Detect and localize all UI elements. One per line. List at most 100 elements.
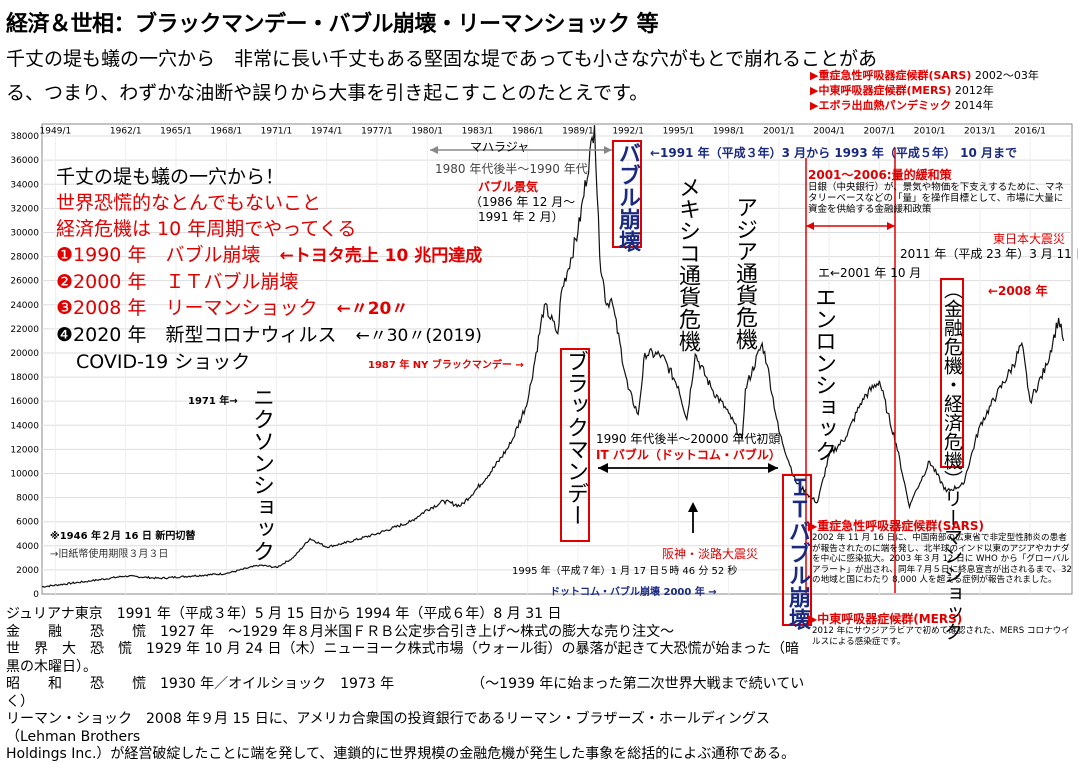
y-tick-label: 28000 bbox=[10, 253, 39, 263]
x-tick-label: 2004/1 bbox=[813, 127, 845, 137]
footer-line-great-depression: 世 界 大 恐 慌 1929 年 10 月 24 日（木）ニューヨーク株式市場（… bbox=[6, 641, 799, 675]
overlay-item-2-text: 2000 年 ＩＴバブル崩壊 bbox=[73, 271, 299, 293]
qe-arrow-left bbox=[806, 222, 814, 230]
label-asia-crisis: アジア通貨危機 bbox=[732, 196, 757, 350]
x-tick-label: 1983/1 bbox=[462, 127, 494, 137]
label-it-bubble: IT バブル（ドットコム・バブル） bbox=[596, 448, 781, 462]
subtitle-line2: る、つまり、わずかな油断や誤りから大事を引き起こすことのたとえです。 bbox=[6, 82, 649, 104]
page-title: 経済＆世相：ブラックマンデー・バブル崩壊・リーマンショック 等 bbox=[6, 12, 659, 37]
y-tick-label: 18000 bbox=[10, 373, 39, 383]
nikkei-line-chart: 1949/1 1962/1 1965/1 1968/1 1971/1 1974/1 1977… bbox=[10, 123, 1073, 600]
label-mers-text: 2012 年にサウジアラビアで初めて確認された、MERS コロナウイルスによる感… bbox=[812, 626, 1070, 647]
x-tick-label: 1986/1 bbox=[512, 127, 544, 137]
label-era-1980s: 1980 年代後半〜1990 年代 bbox=[435, 162, 588, 176]
epidemic-ebola-label: ▶エボラ出血熱パンデミック bbox=[810, 99, 952, 112]
label-dotcom-collapse: ドットコム・バブル崩壊 2000 年 → bbox=[550, 587, 717, 598]
subtitle-line1: 千丈の堤も蟻の一穴から 非常に長い千丈もある堅固な堤であっても小さな穴がもとで崩… bbox=[6, 48, 877, 70]
overlay-item-4-note: ←〃30〃(2019) bbox=[355, 326, 482, 346]
overlay-item-3: ❸2008 年 リーマンショック ←〃20〃 bbox=[56, 295, 482, 322]
y-tick-label: 2000 bbox=[16, 566, 39, 576]
overlay-item-1-note: ←トヨタ売上 10 兆円達成 bbox=[279, 246, 483, 266]
plot-frame bbox=[41, 123, 1073, 595]
y-tick-label: 4000 bbox=[16, 542, 39, 552]
overlay-item-2: ❷2000 年 ＩＴバブル崩壊 bbox=[56, 269, 482, 295]
overlay-item-4-num: ❹ bbox=[56, 324, 74, 346]
overlay-covid: COVID-19 ショック bbox=[76, 351, 251, 373]
x-tick-label: 1974/1 bbox=[311, 127, 343, 137]
series-line bbox=[41, 125, 1065, 588]
overlay-line1: 千丈の堤も蟻の一穴から！ bbox=[56, 166, 285, 188]
epidemic-mers-label: ▶中東呼吸器症候群(MERS) bbox=[810, 84, 952, 97]
y-tick-label: 16000 bbox=[10, 397, 39, 407]
label-bubble-period1: （1986 年 12 月〜 bbox=[470, 195, 576, 209]
y-tick-label: 6000 bbox=[16, 518, 39, 528]
qe-arrow-right bbox=[887, 222, 895, 230]
era-arrow-left-head bbox=[430, 146, 438, 154]
footer-line-lehman: リーマン・ショック 2008 年９月 15 日に、アメリカ合衆国の投資銀行である… bbox=[6, 711, 770, 745]
label-nixon-shock: ニクソンショック bbox=[249, 386, 274, 562]
x-tick-label: 1977/1 bbox=[361, 127, 393, 137]
y-tick-label: 36000 bbox=[10, 156, 39, 166]
epidemic-ebola-year: 2014年 bbox=[954, 99, 994, 112]
it-arrow-right bbox=[768, 463, 778, 473]
y-tick-label: 24000 bbox=[10, 301, 39, 311]
epidemic-sars-label: ▶重症急性呼吸器症候群(SARS) bbox=[810, 69, 972, 82]
label-black-monday: ブラックマンデー bbox=[560, 348, 590, 542]
overlay-item-3-note: ←〃20〃 bbox=[336, 299, 409, 319]
label-mers-title: ▶中東呼吸器症候群(MERS) bbox=[808, 612, 963, 626]
x-tick-label: 1998/1 bbox=[713, 127, 745, 137]
label-sars-text: 2002 年 11 月 16 日に、中国南部の広東省で非定型性肺炎の患者が報告さ… bbox=[812, 533, 1072, 586]
label-mexico-crisis: メキシコ通貨危機 bbox=[675, 176, 700, 352]
y-tick-label: 26000 bbox=[10, 277, 39, 287]
footer-line-financial-panic: 金 融 恐 慌 1927 年 〜1929 年８月米国ＦＲＢ公定歩合引き上げ〜株式… bbox=[6, 623, 675, 640]
x-tick-label: 2010/1 bbox=[914, 127, 946, 137]
y-tick-label: 12000 bbox=[10, 445, 39, 455]
overlay-line2: 世界恐慌的なとんでもないこと bbox=[56, 192, 322, 214]
x-tick-label: 2016/1 bbox=[1014, 127, 1046, 137]
epidemic-list: ▶重症急性呼吸器症候群(SARS) 2002〜03年 ▶中東呼吸器症候群(MER… bbox=[810, 68, 1039, 113]
label-it-collapse: ＩＴバブル崩壊 bbox=[782, 474, 812, 630]
overlay-item-1-num: ❶ bbox=[56, 244, 74, 266]
epidemic-mers-year: 2012年 bbox=[954, 84, 994, 97]
x-tick-label: 1949/1 bbox=[40, 127, 72, 137]
label-qe-text: 日銀（中央銀行）が、景気や物価を下支えするために、マネタリーベースなどの「量」を… bbox=[808, 182, 1065, 216]
y-tick-label: 14000 bbox=[10, 421, 39, 431]
overlay-item-2-num: ❷ bbox=[56, 271, 74, 293]
label-qe-title: 2001〜2006:量的緩和策 bbox=[808, 168, 952, 182]
label-bubble-period2: 1991 年 2 月） bbox=[478, 210, 564, 224]
label-nixon-1971: 1971 年→ bbox=[188, 396, 238, 407]
x-tick-label: 2001/1 bbox=[763, 127, 795, 137]
x-tick-label: 1971/1 bbox=[261, 127, 293, 137]
overlay-item-4-text: 2020 年 新型コロナウィルス bbox=[73, 324, 337, 346]
x-tick-label: 1989/1 bbox=[562, 127, 594, 137]
y-tick-label: 34000 bbox=[10, 180, 39, 190]
label-ny-black-monday: 1987 年 NY ブラックマンデー → bbox=[368, 360, 524, 371]
label-east-japan-date: 2011 年（平成 23 年）3 月 11 日 bbox=[900, 247, 1078, 261]
label-kobe: 阪神・淡路大震災 bbox=[662, 547, 759, 561]
label-range-1991-1993: ←1991 年（平成３年）3 月から 1993 年（平成５年） 10 月まで bbox=[650, 146, 1017, 160]
y-tick-label: 38000 bbox=[10, 132, 39, 142]
label-it-era: 1990 年代後半〜20000 年代初頭 bbox=[596, 432, 781, 446]
y-tick-label: 20000 bbox=[10, 349, 39, 359]
label-enron-date: エ←2001 年 10 月 bbox=[818, 266, 922, 280]
footer-line-lehman-cont: Holdings Inc.）が経営破綻したことに端を発して、連鎖的に世界規模の金… bbox=[6, 746, 796, 762]
footer-notes: ジュリアナ東京 1991 年（平成３年）5 月 15 日から 1994 年（平成… bbox=[6, 606, 806, 764]
overlay-item-1-text: 1990 年 バブル崩壊 bbox=[73, 244, 261, 266]
x-tick-label: 1968/1 bbox=[210, 127, 242, 137]
x-tick-label: 1962/1 bbox=[110, 127, 142, 137]
label-east-japan: 東日本大震災 bbox=[993, 232, 1066, 246]
x-tick-label: 1995/1 bbox=[663, 127, 695, 137]
it-arrow-left bbox=[598, 463, 608, 473]
overlay-item-3-text: 2008 年 リーマンショック bbox=[73, 297, 318, 319]
era-arrow-right-head bbox=[604, 146, 612, 154]
y-tick-label: 32000 bbox=[10, 204, 39, 214]
label-lehman-shock: ︵金融危機・経済危機︶リーマンショック bbox=[940, 278, 964, 641]
kobe-arrow-head bbox=[688, 502, 698, 512]
y-tick-label: 0 bbox=[33, 590, 39, 600]
epidemic-sars-year: 2002〜03年 bbox=[974, 69, 1039, 82]
label-new-yen: ※1946 年２月 16 日 新円切替 bbox=[50, 531, 196, 542]
overlay-item-1: ❶1990 年 バブル崩壊 ←トヨタ売上 10 兆円達成 bbox=[56, 242, 482, 269]
x-tick-label: 2013/1 bbox=[964, 127, 996, 137]
footer-line-showa-panic: 昭 和 恐 慌 1930 年／オイルショック 1973 年 （〜1939 年に始… bbox=[6, 676, 805, 710]
label-lehman-2008: ←2008 年 bbox=[988, 284, 1048, 298]
